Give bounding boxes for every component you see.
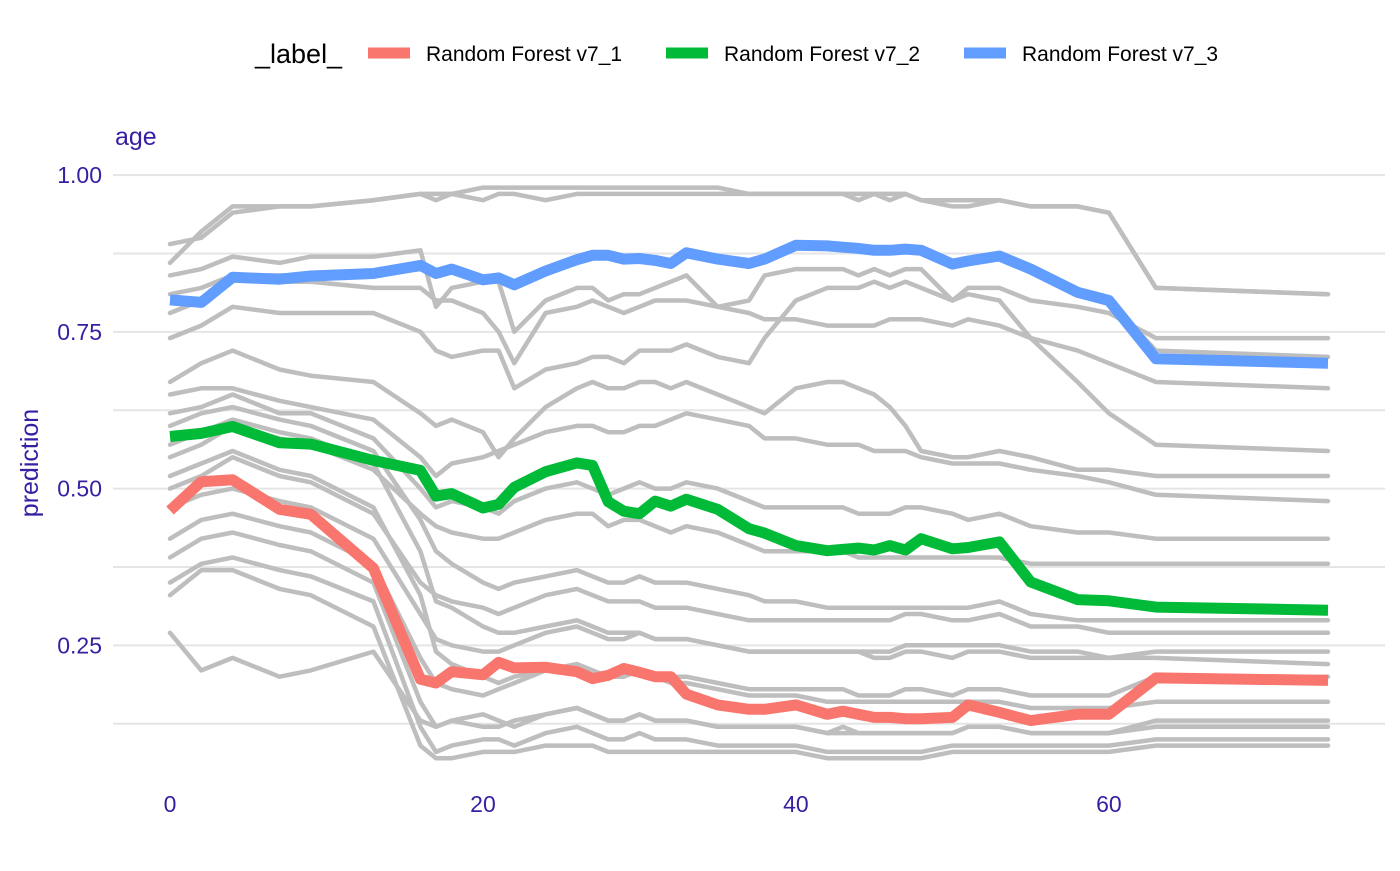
main-lines [166, 239, 1329, 727]
observation-line [167, 567, 1331, 761]
y-tick-label: 0.75 [57, 319, 102, 345]
observation-line [167, 392, 1331, 541]
y-tick-label: 0.50 [57, 476, 102, 502]
x-tick-label: 0 [164, 791, 177, 817]
series-line [166, 474, 1329, 727]
observation-line [167, 191, 1331, 297]
series-line [169, 239, 1329, 369]
y-tick-label: 1.00 [57, 162, 102, 188]
legend: _label_ Random Forest v7_1 Random Forest … [254, 39, 1218, 69]
y-axis-label: prediction [16, 409, 44, 517]
observation-line [167, 386, 1331, 504]
legend-entry-label: Random Forest v7_1 [426, 43, 622, 66]
legend-title: _label_ [254, 39, 343, 69]
observation-line [167, 273, 1331, 391]
observation-line [167, 423, 1331, 567]
x-tick-labels: 0 20 40 60 [164, 791, 1122, 817]
observation-line [167, 248, 1331, 341]
x-tick-label: 40 [783, 791, 809, 817]
x-tick-label: 20 [470, 791, 496, 817]
observation-line [167, 630, 1331, 736]
observation-line [167, 417, 1331, 667]
series-line [169, 421, 1329, 616]
x-tick-label: 60 [1096, 791, 1122, 817]
y-tick-label: 0.25 [57, 632, 102, 658]
observation-line [167, 454, 1331, 636]
observation-line [167, 348, 1331, 479]
observation-line [167, 555, 1331, 755]
legend-entry-label: Random Forest v7_2 [724, 43, 920, 66]
observation-line [167, 279, 1331, 454]
y-tick-labels: 0.25 0.50 0.75 1.00 [57, 162, 102, 658]
observation-line [167, 511, 1331, 698]
facet-title: age [115, 123, 157, 151]
observation-line [167, 404, 1331, 623]
legend-entry-label: Random Forest v7_3 [1022, 43, 1218, 66]
observation-line [167, 185, 1331, 297]
